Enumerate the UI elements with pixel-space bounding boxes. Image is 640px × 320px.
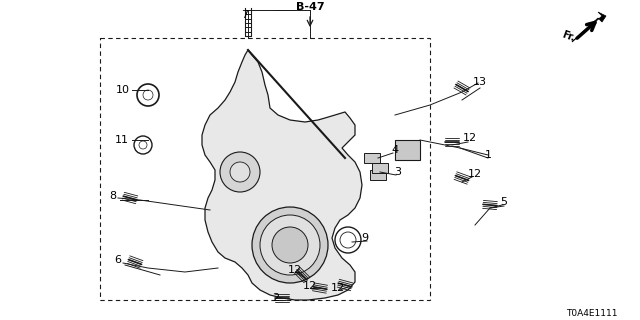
Text: Fr.: Fr. bbox=[560, 29, 576, 43]
Circle shape bbox=[260, 215, 320, 275]
Text: 12: 12 bbox=[303, 281, 317, 291]
Text: 10: 10 bbox=[116, 85, 130, 95]
Text: 12: 12 bbox=[331, 283, 345, 293]
Text: 4: 4 bbox=[392, 145, 399, 155]
Text: 3: 3 bbox=[394, 167, 401, 177]
Text: 13: 13 bbox=[473, 77, 487, 87]
Bar bbox=[364, 153, 380, 163]
Text: B-47: B-47 bbox=[296, 2, 324, 12]
Text: 9: 9 bbox=[362, 233, 369, 243]
Polygon shape bbox=[572, 12, 606, 42]
Polygon shape bbox=[202, 50, 362, 300]
Circle shape bbox=[230, 162, 250, 182]
Bar bbox=[395, 140, 420, 160]
Text: 8: 8 bbox=[109, 191, 116, 201]
Text: 5: 5 bbox=[500, 197, 508, 207]
Text: 2: 2 bbox=[273, 293, 280, 303]
Text: 12: 12 bbox=[468, 169, 482, 179]
Text: 7: 7 bbox=[241, 10, 248, 20]
Bar bbox=[100, 38, 430, 300]
Text: T0A4E1111: T0A4E1111 bbox=[566, 308, 618, 317]
Text: 12: 12 bbox=[288, 265, 302, 275]
Circle shape bbox=[220, 152, 260, 192]
Circle shape bbox=[252, 207, 328, 283]
Text: 1: 1 bbox=[484, 150, 492, 160]
Bar bbox=[370, 170, 386, 180]
Text: 12: 12 bbox=[463, 133, 477, 143]
Text: 6: 6 bbox=[115, 255, 122, 265]
Text: 11: 11 bbox=[115, 135, 129, 145]
Circle shape bbox=[272, 227, 308, 263]
Bar bbox=[372, 163, 388, 173]
